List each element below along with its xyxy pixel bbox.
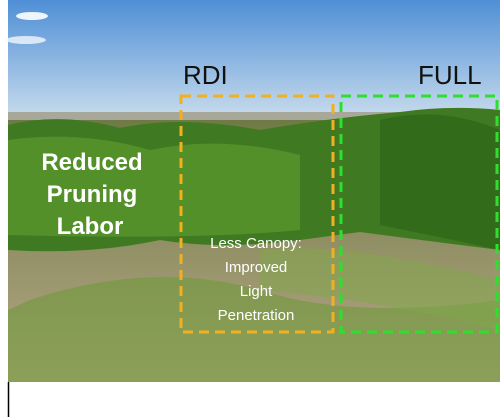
left-note-line: Reduced — [41, 149, 142, 176]
rdi-label: RDI — [183, 60, 228, 90]
full-label: FULL — [418, 60, 482, 90]
center-note-line: Less Canopy: — [210, 235, 302, 252]
center-note-line: Light — [240, 283, 273, 300]
center-note-line: Penetration — [218, 307, 295, 324]
left-note-line: Pruning — [47, 181, 138, 208]
center-note-line: Improved — [225, 259, 288, 276]
left-note-line: Labor — [57, 213, 124, 240]
slide: RDI FULL Reduced Pruning Labor Less Cano… — [0, 0, 502, 417]
